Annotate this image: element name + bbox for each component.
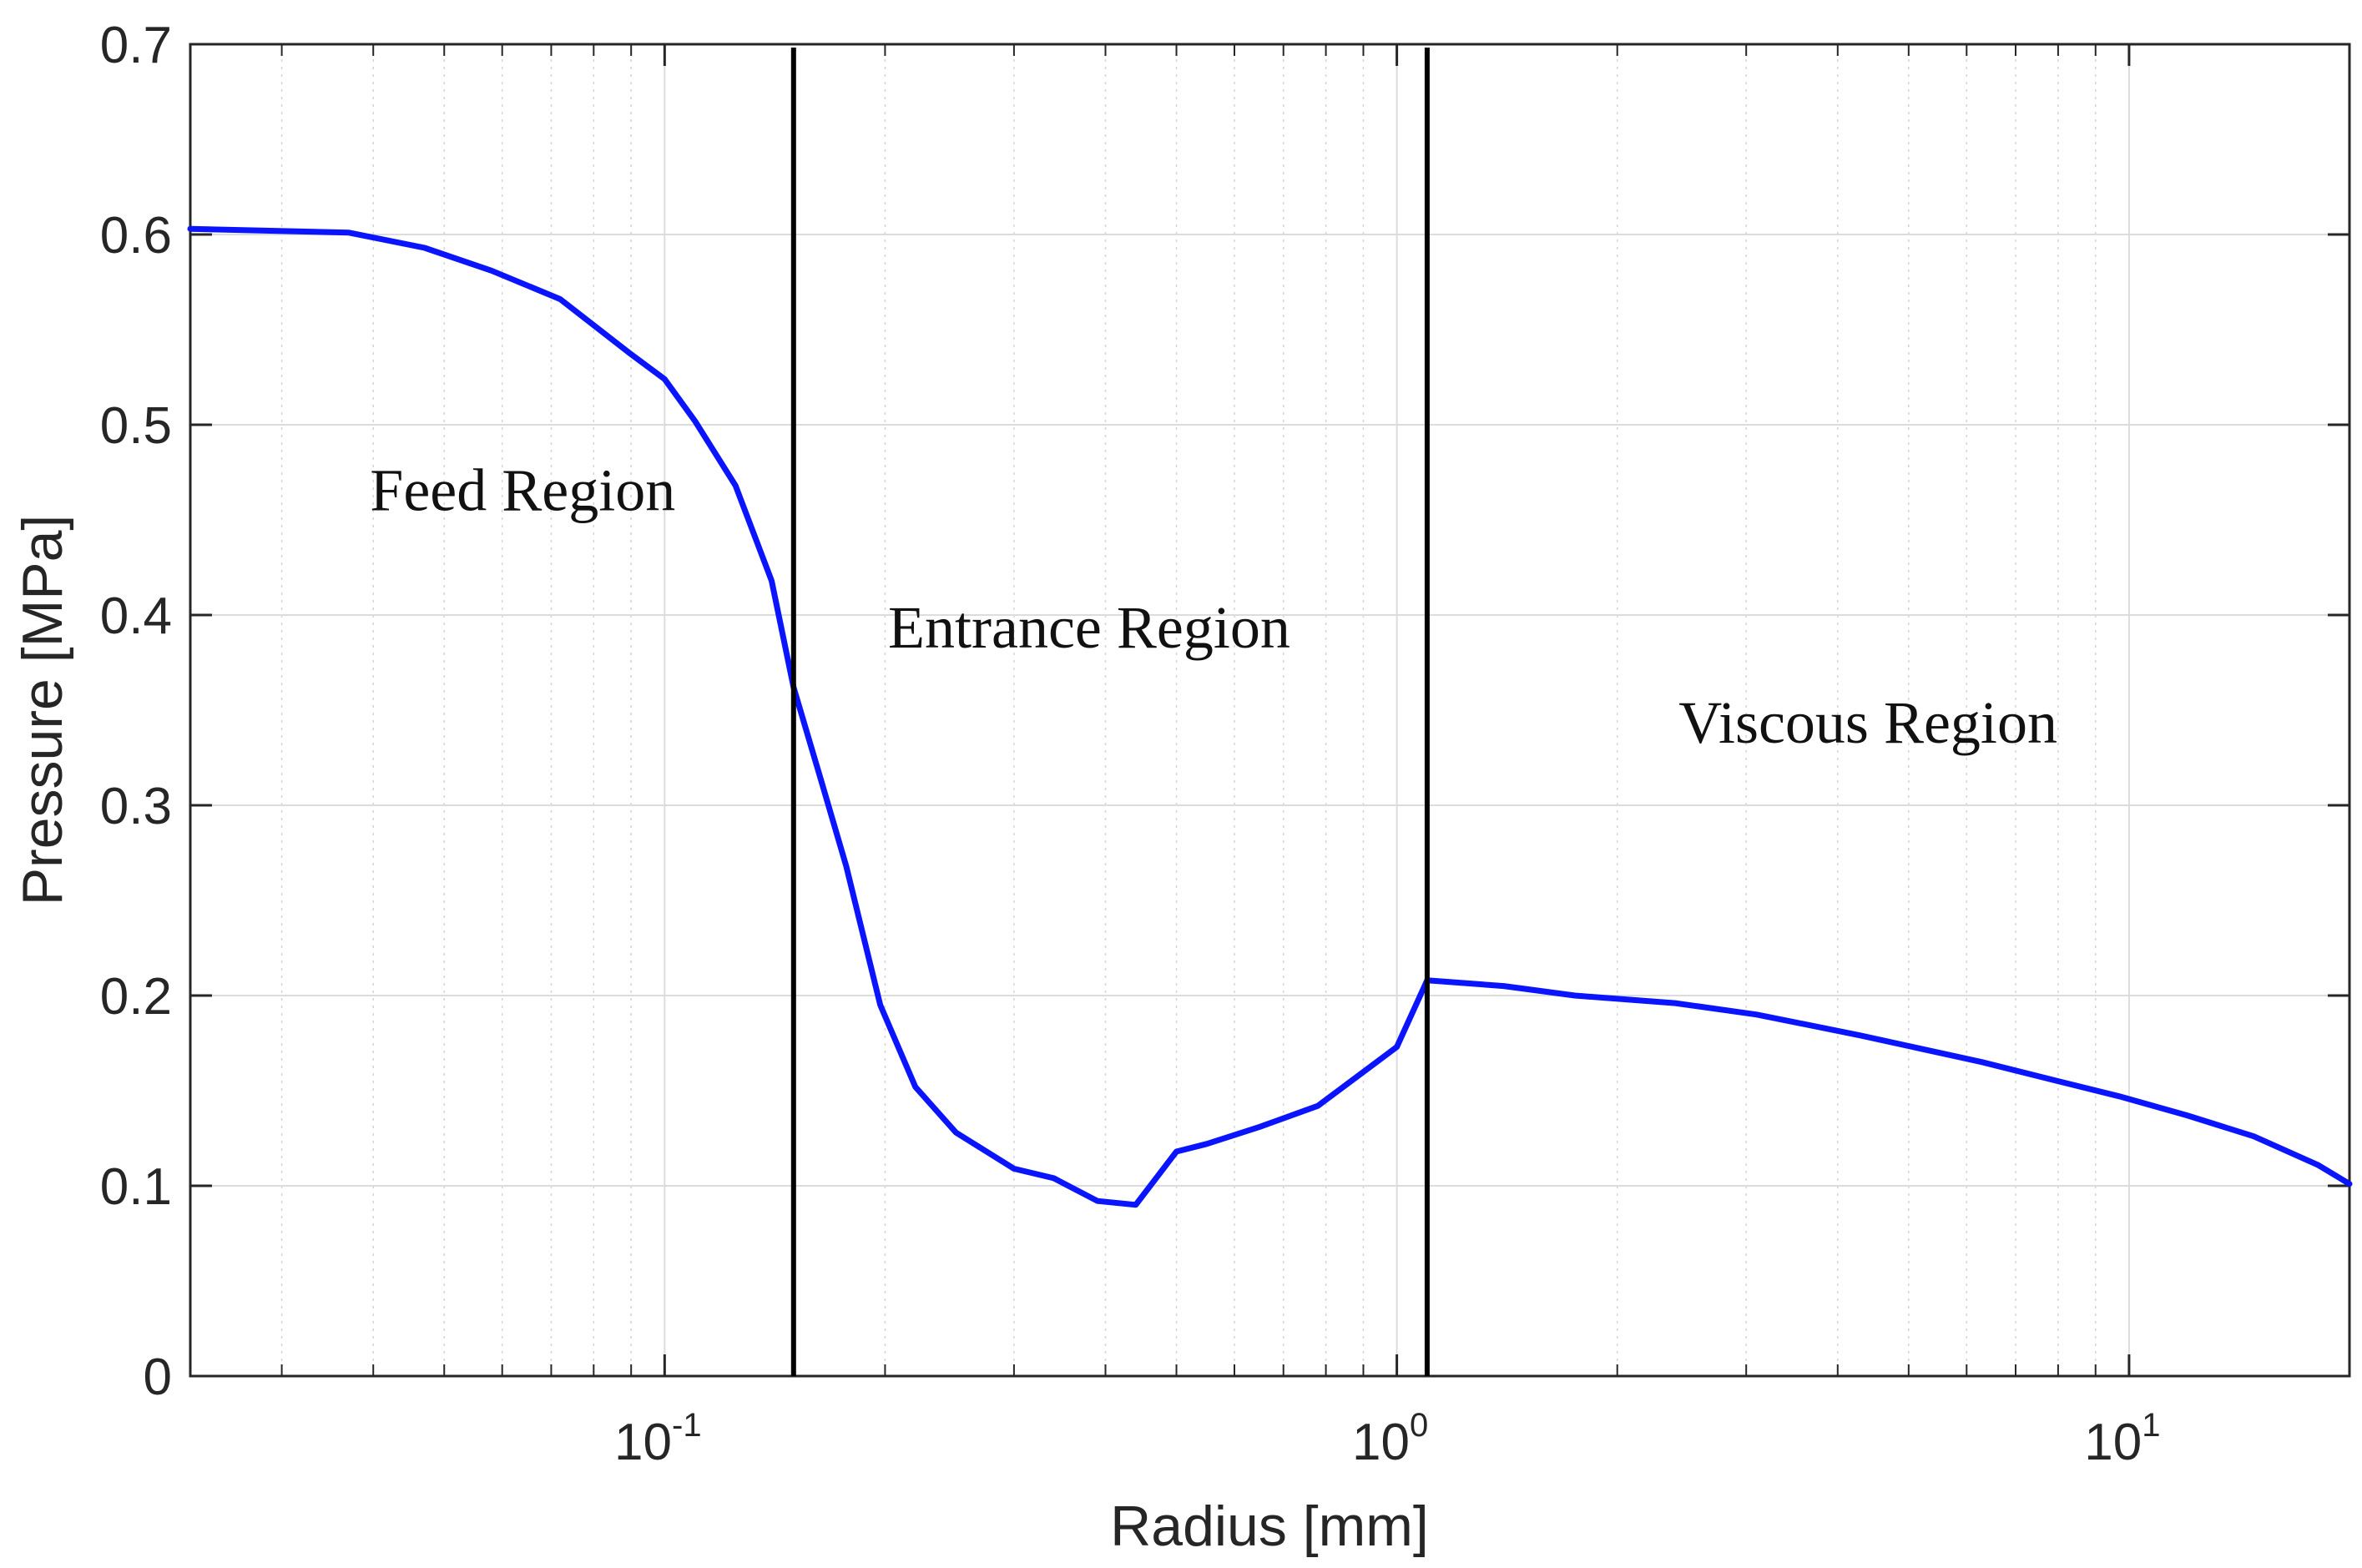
y-tick-label: 0.1	[100, 1158, 172, 1216]
y-tick-label: 0.2	[100, 968, 172, 1026]
y-tick-label: 0.7	[100, 17, 172, 74]
x-tick-label: 101	[2084, 1407, 2160, 1471]
x-tick-label: 100	[1352, 1407, 1428, 1471]
y-axis-label: Pressure [MPa]	[11, 515, 74, 906]
x-axis-label: Radius [mm]	[1110, 1495, 1429, 1558]
region-boundaries	[790, 48, 1430, 1376]
region-label: Viscous Region	[1678, 689, 2057, 756]
data-series	[187, 225, 2353, 1208]
pressure-line	[187, 225, 2353, 1208]
x-tick-label: 10-1	[614, 1407, 702, 1471]
region-annotations: Feed Region Entrance Region Viscous Region	[370, 457, 2057, 756]
plot-frame	[189, 43, 2351, 1378]
region-label: Entrance Region	[888, 594, 1290, 661]
region-label: Feed Region	[370, 457, 675, 524]
y-tick-label: 0.3	[100, 778, 172, 835]
y-tick-label: 0.5	[100, 397, 172, 455]
y-tick-label: 0.6	[100, 207, 172, 265]
y-tick-label: 0	[144, 1349, 172, 1406]
axis-ticks	[190, 43, 2349, 1378]
y-tick-label: 0.4	[100, 587, 172, 645]
tick-labels: 10-1 100 101 0 0.1 0.2 0.3 0.4 0.5 0.6 0.7	[100, 17, 2161, 1471]
